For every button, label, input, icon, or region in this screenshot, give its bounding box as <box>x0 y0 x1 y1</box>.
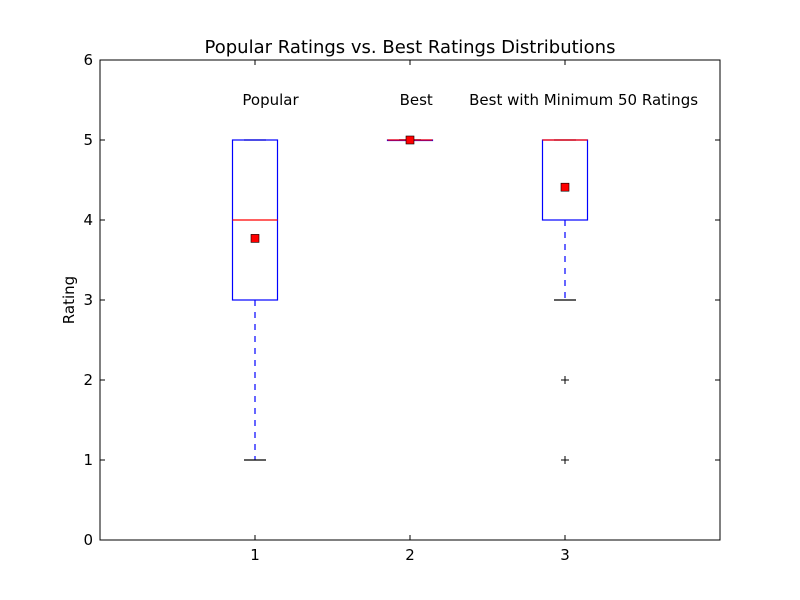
outlier-point <box>561 456 569 464</box>
y-tick-label: 0 <box>83 531 93 549</box>
chart-title: Popular Ratings vs. Best Ratings Distrib… <box>205 37 616 58</box>
annotation-label: Popular <box>242 91 299 109</box>
y-tick-label: 5 <box>83 131 93 149</box>
mean-marker <box>405 135 415 145</box>
mean-marker <box>250 234 260 243</box>
y-axis-label: Rating <box>60 276 78 324</box>
y-tick-label: 2 <box>83 371 93 389</box>
y-tick-label: 3 <box>83 291 93 309</box>
axes-frame <box>99 59 721 541</box>
y-tick-label: 6 <box>83 51 93 69</box>
y-tick-label: 4 <box>83 211 93 229</box>
annotation-label: Best <box>400 91 433 109</box>
annotation-label: Best with Minimum 50 Ratings <box>469 91 698 109</box>
plot-area: 0 1 2 3 4 5 6 1 2 3 Popular Best Best with Minimum 5… <box>83 51 720 564</box>
x-tick-label: 3 <box>560 546 570 564</box>
x-tick-label: 1 <box>250 546 260 564</box>
x-tick-label: 2 <box>405 546 415 564</box>
mean-marker <box>560 182 570 192</box>
y-tick-label: 1 <box>83 451 93 469</box>
outlier-point <box>561 376 569 384</box>
